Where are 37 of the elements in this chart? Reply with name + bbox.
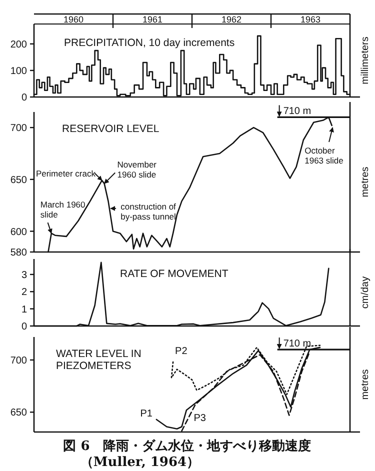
text: PRECIPITATION, 10 day increments	[64, 37, 235, 49]
y-tick-label: 100	[10, 66, 28, 77]
y-axis-title: millimeters	[360, 36, 371, 84]
caption: 図 6 降雨・ダム水位・地すべり移動速度	[63, 438, 311, 454]
annotation: Perimeter crack	[36, 168, 96, 178]
y-axis-title: metres	[360, 166, 371, 198]
y-tick-label: 0	[21, 92, 28, 104]
annotation: March 1960 slide	[40, 199, 86, 220]
annotation: October 1963 slide	[304, 146, 344, 166]
y-tick-label: 2	[21, 287, 28, 298]
ref-line-label: 710 m	[283, 338, 312, 350]
text: （Muller, 1964）	[80, 455, 200, 470]
y-axis-title: metres	[360, 369, 371, 400]
series-label: P3	[194, 412, 206, 424]
x-tick-label: 1963	[300, 14, 321, 24]
x-tick-label: 1960	[63, 14, 84, 24]
ref-line-label: 710 m	[283, 106, 312, 118]
y-tick-label: 650	[10, 174, 28, 186]
y-tick-label: 580	[10, 248, 28, 258]
series-label: P2	[175, 346, 188, 358]
x-tick-label: 1962	[221, 14, 242, 24]
y-tick-label: 1	[21, 304, 28, 316]
annotation: November 1960 slide	[117, 160, 157, 180]
y-tick-label: 700	[10, 123, 28, 134]
y-axis-title: cm/day	[360, 276, 371, 309]
y-tick-label: 700	[10, 355, 28, 366]
annotation: construction of by-pass tunnel	[120, 201, 177, 222]
text: RATE OF MOVEMENT	[120, 268, 229, 280]
y-tick-label: 0	[21, 322, 28, 332]
y-tick-label: 650	[10, 408, 28, 419]
text: WATER LEVEL IN PIEZOMETERS	[56, 348, 142, 372]
text: RESERVOIR LEVEL	[62, 123, 160, 135]
y-tick-label: 200	[10, 39, 28, 50]
series-label: P1	[140, 408, 153, 420]
x-tick-label: 1961	[142, 14, 163, 24]
y-tick-label: 600	[10, 226, 28, 238]
y-tick-label: 3	[21, 270, 28, 281]
